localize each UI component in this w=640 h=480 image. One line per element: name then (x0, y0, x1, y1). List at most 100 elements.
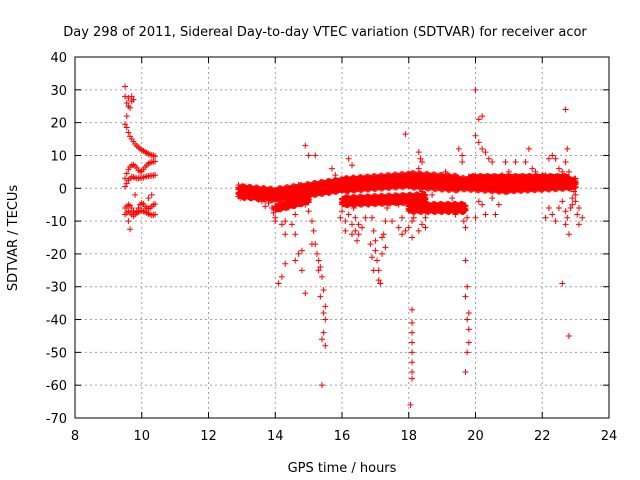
data-point (409, 369, 416, 376)
data-point (282, 218, 289, 225)
data-point (562, 159, 569, 166)
data-point (462, 293, 469, 300)
data-point (402, 227, 409, 234)
data-point (362, 214, 369, 221)
data-point (318, 273, 325, 280)
data-point (555, 165, 562, 172)
y-tick-label: -40 (46, 314, 67, 329)
data-point (465, 309, 472, 316)
y-tick-label: -10 (46, 215, 67, 230)
data-point (382, 218, 389, 225)
x-tick-label: 22 (534, 429, 551, 444)
x-tick-label: 18 (400, 429, 417, 444)
data-point (579, 214, 586, 221)
data-point (308, 241, 315, 248)
data-point (545, 204, 552, 211)
data-point (475, 139, 482, 146)
data-point (370, 267, 377, 274)
data-point (522, 159, 529, 166)
data-point (409, 359, 416, 366)
data-point (549, 152, 556, 159)
data-point (395, 224, 402, 231)
x-tick-label: 8 (71, 429, 79, 444)
data-point (565, 231, 572, 238)
data-point (337, 214, 344, 221)
data-point (409, 306, 416, 313)
data-point (320, 309, 327, 316)
data-point (459, 152, 466, 159)
data-point (372, 247, 379, 254)
data-point (305, 152, 312, 159)
data-point (409, 319, 416, 326)
x-tick-label: 16 (334, 429, 351, 444)
data-point (367, 241, 374, 248)
data-point (127, 226, 134, 233)
data-point (122, 83, 129, 90)
data-point (278, 221, 285, 228)
data-point (345, 211, 352, 218)
data-point (559, 198, 566, 205)
data-point (328, 165, 335, 172)
data-point (460, 218, 467, 225)
data-point (317, 293, 324, 300)
data-point (320, 329, 327, 336)
data-point (339, 208, 345, 215)
data-point (512, 159, 519, 166)
y-tick-label: -50 (46, 346, 67, 361)
data-point (482, 149, 489, 156)
data-point (459, 159, 466, 166)
data-point (464, 283, 471, 290)
data-point (342, 218, 349, 225)
grid-layer (75, 57, 609, 418)
data-point (132, 191, 139, 198)
data-point (295, 250, 302, 257)
data-point (292, 231, 299, 238)
data-point (409, 339, 416, 346)
data-point (472, 132, 479, 139)
data-point (312, 152, 319, 159)
data-point (355, 221, 362, 228)
data-point (549, 211, 556, 218)
data-point (464, 349, 471, 356)
data-point (429, 191, 436, 198)
data-point (472, 214, 479, 221)
data-point (145, 195, 152, 202)
y-axis-label: SDTVAR / TECUs (6, 185, 21, 292)
data-point (352, 227, 359, 234)
x-tick-label: 10 (133, 429, 150, 444)
y-tick-label: -60 (46, 379, 67, 394)
data-point (449, 195, 456, 202)
data-point (465, 326, 472, 333)
data-point (288, 221, 295, 228)
data-point (349, 162, 356, 169)
data-point (272, 218, 279, 225)
data-point (349, 221, 356, 228)
data-point (342, 227, 349, 234)
data-point (399, 231, 406, 238)
data-point (302, 290, 309, 297)
data-point (464, 316, 471, 323)
data-point (525, 145, 532, 152)
data-points (122, 83, 586, 408)
data-point (575, 221, 582, 228)
data-point (405, 224, 412, 231)
data-point (562, 208, 569, 215)
data-point (552, 155, 559, 162)
data-point (569, 195, 576, 202)
data-point (379, 250, 386, 257)
data-point (292, 257, 299, 264)
data-point (415, 149, 422, 156)
x-axis-label: GPS time / hours (288, 461, 397, 476)
data-point (345, 155, 352, 162)
data-point (472, 86, 479, 93)
data-point (322, 316, 329, 323)
data-point (545, 155, 552, 162)
data-point (562, 106, 569, 113)
data-point (148, 191, 155, 198)
data-point (298, 267, 305, 274)
data-point (370, 227, 377, 234)
y-tick-label: 30 (50, 84, 67, 99)
data-point (302, 142, 309, 149)
data-point (125, 218, 132, 225)
data-point (322, 342, 329, 349)
